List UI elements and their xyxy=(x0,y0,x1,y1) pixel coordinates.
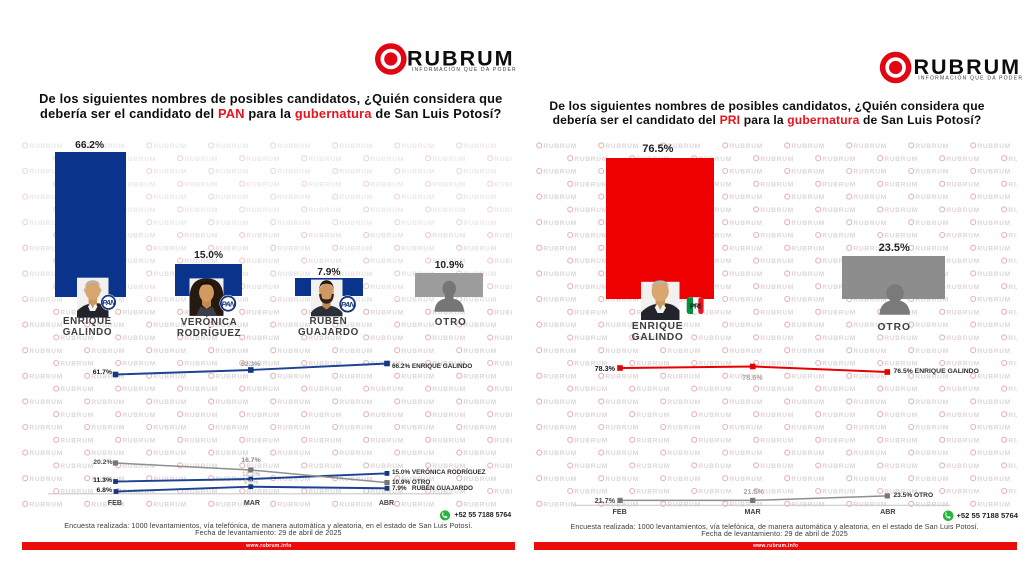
svg-text:PAN: PAN xyxy=(222,299,236,308)
svg-text:RUBRUM: RUBRUM xyxy=(407,46,515,70)
svg-text:INFORMACIÓN QUE DA PODER: INFORMACIÓN QUE DA PODER xyxy=(918,74,1023,81)
svg-text:PRI: PRI xyxy=(690,302,701,311)
svg-text:PAN: PAN xyxy=(341,300,356,309)
svg-text:PAN: PAN xyxy=(102,300,116,307)
svg-text:RUBRUM: RUBRUM xyxy=(914,55,1022,79)
svg-text:INFORMACIÓN QUE DA PODER: INFORMACIÓN QUE DA PODER xyxy=(412,66,517,73)
